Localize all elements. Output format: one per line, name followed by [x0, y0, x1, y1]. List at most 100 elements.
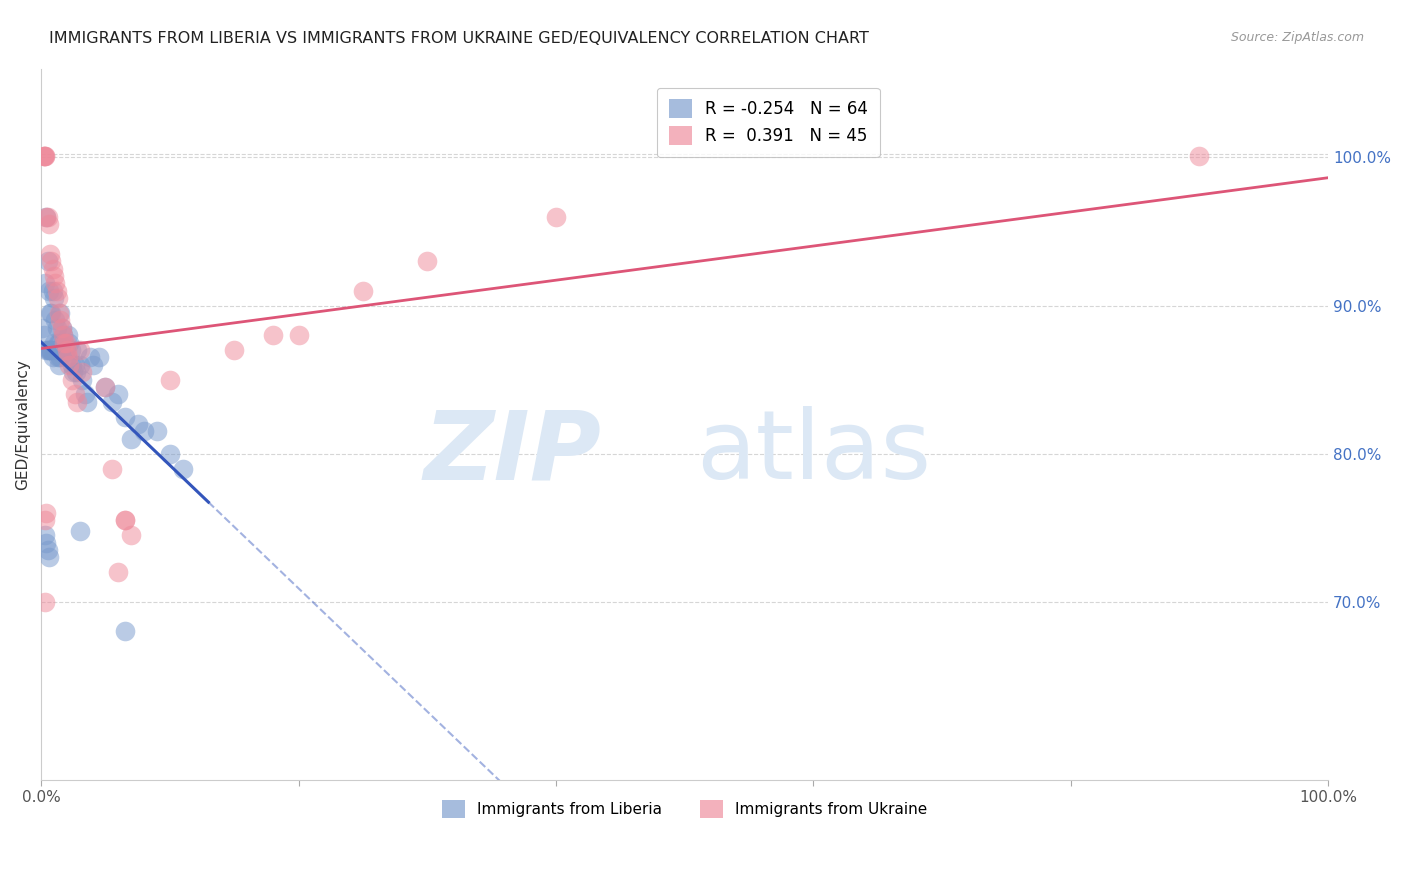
Text: IMMIGRANTS FROM LIBERIA VS IMMIGRANTS FROM UKRAINE GED/EQUIVALENCY CORRELATION C: IMMIGRANTS FROM LIBERIA VS IMMIGRANTS FR…: [49, 31, 869, 46]
Point: [48, 358, 70, 372]
Point: [45, 320, 67, 334]
Point: [49, 306, 72, 320]
Point: [34, 513, 56, 527]
Point: [45, 343, 67, 357]
Point: [44, 277, 66, 291]
Point: [52, 328, 75, 343]
Point: [42, 268, 65, 283]
Point: [55, 335, 77, 350]
Text: atlas: atlas: [696, 406, 931, 499]
Point: [1188, 149, 1211, 163]
Point: [59, 343, 82, 357]
Point: [46, 291, 69, 305]
Point: [38, 217, 60, 231]
Point: [53, 335, 76, 350]
Point: [159, 373, 181, 387]
Point: [34, 149, 56, 163]
Point: [544, 210, 567, 224]
Point: [44, 343, 66, 357]
Point: [48, 335, 70, 350]
Point: [94, 380, 117, 394]
Point: [51, 343, 73, 357]
Point: [42, 291, 65, 305]
Text: Source: ZipAtlas.com: Source: ZipAtlas.com: [1230, 31, 1364, 45]
Point: [31, 320, 53, 334]
Point: [101, 461, 124, 475]
Point: [72, 365, 94, 379]
Point: [46, 335, 69, 350]
Point: [38, 550, 60, 565]
Point: [63, 358, 86, 372]
Point: [120, 432, 142, 446]
Point: [35, 535, 58, 549]
Point: [38, 284, 60, 298]
Point: [87, 351, 110, 365]
Point: [60, 358, 83, 372]
Point: [262, 328, 284, 343]
Point: [41, 351, 63, 365]
Point: [39, 246, 62, 260]
Point: [146, 425, 169, 439]
Point: [56, 351, 79, 365]
Point: [44, 313, 66, 327]
Point: [41, 306, 63, 320]
Point: [114, 513, 136, 527]
Point: [101, 394, 124, 409]
Point: [41, 284, 63, 298]
Point: [49, 313, 72, 327]
Text: ZIP: ZIP: [423, 406, 600, 499]
Point: [42, 335, 65, 350]
Point: [34, 277, 56, 291]
Point: [48, 306, 70, 320]
Point: [107, 387, 129, 401]
Point: [39, 343, 62, 357]
Point: [39, 306, 62, 320]
Point: [63, 387, 86, 401]
Point: [35, 210, 58, 224]
Point: [51, 320, 73, 334]
Point: [287, 328, 309, 343]
Point: [159, 447, 181, 461]
Point: [41, 343, 63, 357]
Point: [66, 343, 89, 357]
Point: [34, 149, 56, 163]
Point: [35, 210, 58, 224]
Point: [79, 351, 101, 365]
Point: [65, 365, 87, 379]
Point: [127, 417, 149, 431]
Point: [32, 149, 55, 163]
Point: [58, 335, 80, 350]
Point: [69, 343, 91, 357]
Point: [114, 513, 136, 527]
Point: [37, 254, 59, 268]
Point: [34, 528, 56, 542]
Point: [52, 328, 75, 343]
Point: [107, 565, 129, 579]
Point: [35, 506, 58, 520]
Point: [45, 284, 67, 298]
Point: [62, 365, 84, 379]
Point: [120, 528, 142, 542]
Point: [56, 351, 79, 365]
Point: [172, 461, 194, 475]
Point: [416, 254, 439, 268]
Point: [73, 387, 96, 401]
Point: [94, 380, 117, 394]
Point: [41, 261, 63, 276]
Point: [55, 343, 77, 357]
Point: [32, 328, 55, 343]
Point: [69, 524, 91, 538]
Point: [76, 394, 98, 409]
Y-axis label: GED/Equivalency: GED/Equivalency: [15, 359, 30, 490]
Point: [32, 149, 55, 163]
Point: [352, 284, 374, 298]
Point: [46, 351, 69, 365]
Point: [37, 210, 59, 224]
Point: [37, 543, 59, 558]
Point: [114, 624, 136, 639]
Point: [69, 358, 91, 372]
Point: [41, 254, 63, 268]
Point: [72, 373, 94, 387]
Point: [60, 373, 83, 387]
Point: [53, 335, 76, 350]
